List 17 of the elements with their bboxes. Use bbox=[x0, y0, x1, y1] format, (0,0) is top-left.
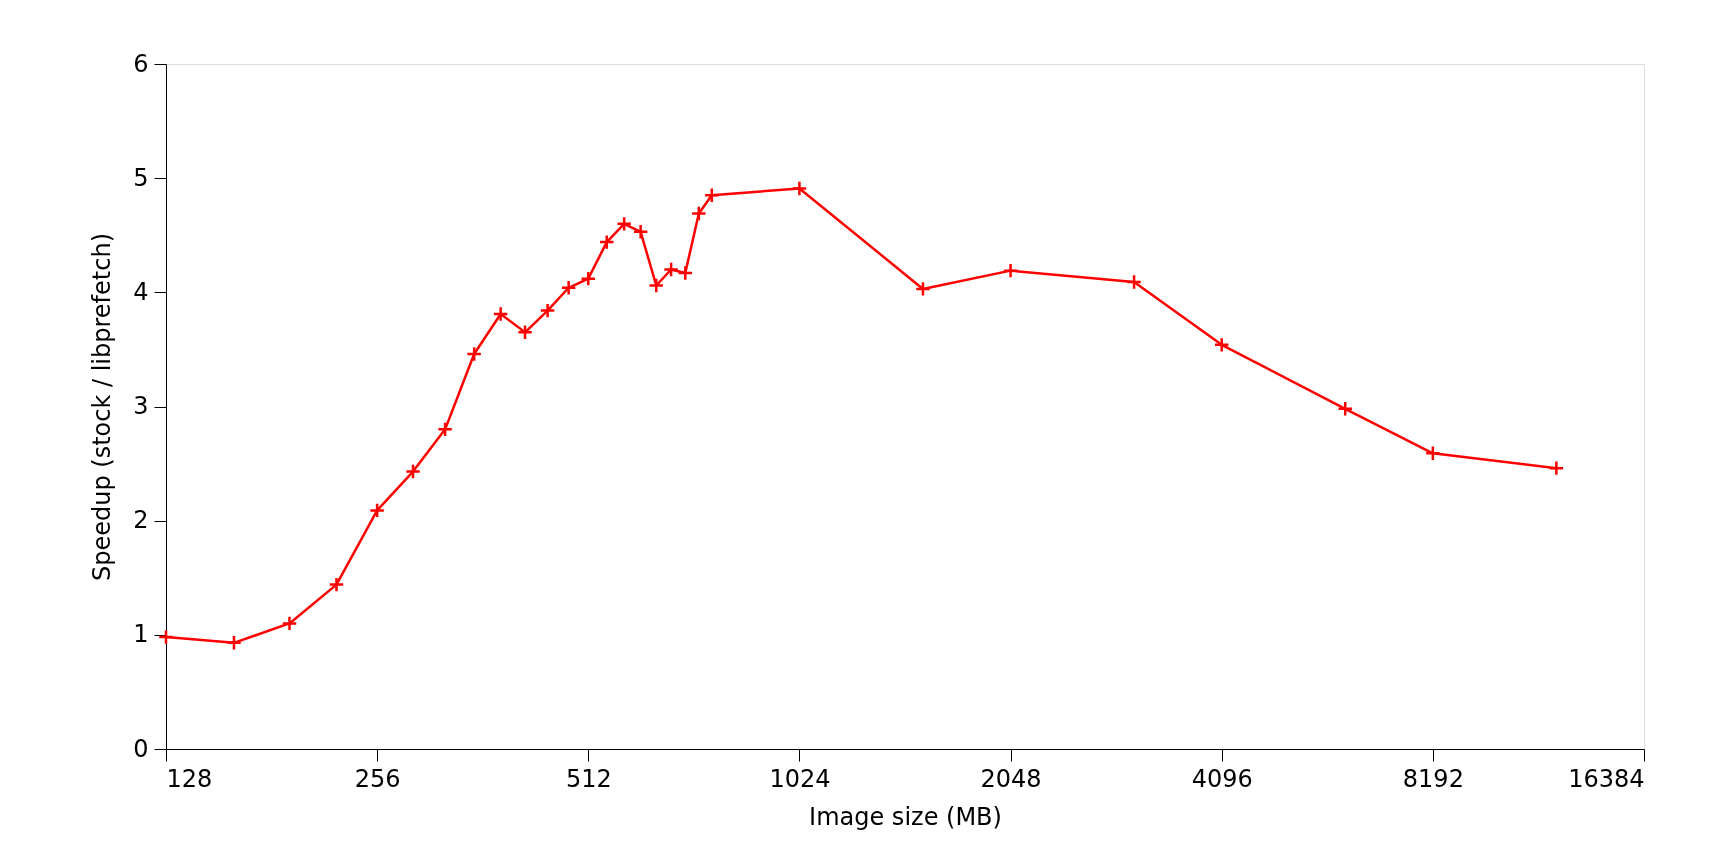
x-tick-label: 1024 bbox=[769, 764, 831, 793]
x-tick-label: 16384 bbox=[1568, 764, 1645, 793]
x-tick-label: 4096 bbox=[1191, 764, 1253, 793]
y-tick-label: 1 bbox=[133, 620, 149, 649]
y-tick-label: 2 bbox=[133, 506, 149, 535]
x-tick-label: 128 bbox=[166, 764, 213, 793]
y-tick-label: 3 bbox=[133, 392, 149, 420]
y-tick-label: 0 bbox=[133, 734, 149, 763]
x-tick-label: 2048 bbox=[980, 764, 1042, 793]
x-tick-label: 256 bbox=[354, 764, 401, 793]
x-tick-label: 8192 bbox=[1402, 764, 1464, 793]
x-tick-label: 512 bbox=[565, 764, 612, 793]
x-axis-title: Image size (MB) bbox=[809, 802, 1002, 831]
y-tick-label: 4 bbox=[133, 277, 149, 306]
y-axis-title: Speedup (stock / libprefetch) bbox=[88, 232, 117, 582]
y-tick-label: 5 bbox=[133, 163, 149, 192]
y-tick-label: 6 bbox=[133, 49, 149, 78]
